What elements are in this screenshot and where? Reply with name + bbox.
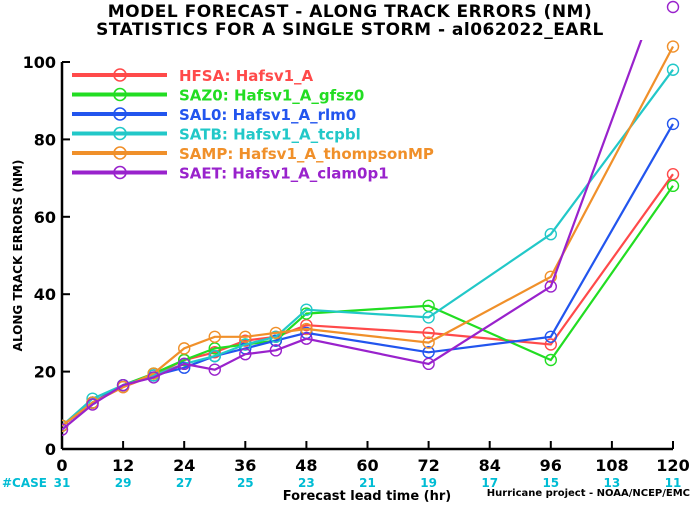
- series-point: [300, 303, 313, 316]
- case-count-label: 31: [54, 476, 71, 490]
- y-tick-label: 0: [45, 440, 56, 459]
- chart-title: MODEL FORECAST - ALONG TRACK ERRORS (NM): [107, 2, 593, 22]
- series-point: [269, 330, 283, 343]
- chart-subtitle: STATISTICS FOR A SINGLE STORM - al062022…: [96, 20, 604, 40]
- y-tick-label: 20: [34, 363, 56, 382]
- series-point: [300, 322, 313, 336]
- case-label: #CASE: [2, 476, 47, 490]
- legend-marker: [113, 68, 127, 82]
- series-point: [666, 117, 680, 131]
- legend-label: SAET: Hafsv1_A_clam0p1: [179, 165, 389, 183]
- x-tick-label: 24: [173, 456, 195, 475]
- x-tick-label: 12: [112, 456, 134, 475]
- case-count-label: 21: [359, 476, 376, 490]
- series-point: [208, 349, 221, 363]
- x-tick-label: 84: [479, 456, 501, 475]
- y-tick-label: 40: [34, 285, 56, 304]
- x-tick-label: 96: [540, 456, 562, 475]
- x-tick-label: 108: [595, 456, 628, 475]
- series-point: [269, 326, 283, 340]
- series-line: [62, 173, 674, 427]
- x-tick-label: 120: [656, 456, 689, 475]
- case-count-label: 15: [542, 476, 559, 490]
- legend-label: SAMP: Hafsv1_A_thompsonMP: [179, 145, 434, 163]
- series-point: [666, 40, 680, 53]
- series-point: [86, 398, 99, 411]
- series-point: [239, 338, 252, 351]
- series-point: [208, 363, 221, 376]
- credit-text: Hurricane project - NOAA/NCEP/EMC: [486, 488, 690, 499]
- legend-label: SATB: Hafsv1_A_tcpbl: [179, 126, 361, 144]
- series-point: [666, 179, 680, 193]
- series-group-1: [62, 179, 680, 432]
- case-count-label: 17: [481, 476, 498, 490]
- series-point: [116, 378, 130, 392]
- x-axis-label: Forecast lead time (hr): [283, 489, 451, 504]
- y-tick-label: 80: [34, 130, 56, 149]
- case-count-label: 19: [420, 476, 437, 490]
- series-point: [239, 334, 252, 347]
- case-count-label: 25: [237, 476, 254, 490]
- series-point: [544, 270, 557, 283]
- series-point: [544, 353, 557, 367]
- series-point: [422, 326, 435, 340]
- x-tick-label: 0: [56, 456, 67, 475]
- series-point: [422, 336, 435, 349]
- series-point: [177, 361, 191, 374]
- case-count-label: 29: [115, 476, 132, 490]
- case-count-label: 13: [604, 476, 621, 490]
- series-point: [422, 357, 435, 371]
- series-line: [62, 45, 674, 427]
- legend-marker: [113, 126, 127, 141]
- series-point: [544, 338, 557, 351]
- case-count-label: 11: [665, 476, 682, 490]
- legend-label: SAZ0: Hafsv1_A_gfsz0: [179, 87, 364, 105]
- x-tick-label: 60: [356, 456, 378, 475]
- series-point: [422, 311, 435, 324]
- y-tick-label: 100: [23, 53, 56, 72]
- series-point: [300, 332, 313, 345]
- x-tick-label: 72: [417, 456, 439, 475]
- series-point: [544, 280, 557, 293]
- series-point: [269, 344, 283, 357]
- series-point: [177, 357, 191, 371]
- series-line: [62, 40, 643, 431]
- series-line: [62, 185, 674, 427]
- series-group-5: [62, 40, 643, 436]
- series-point: [147, 371, 160, 384]
- case-count-label: 27: [176, 476, 193, 490]
- legend-marker: [113, 87, 127, 102]
- y-axis-label: ALONG TRACK ERRORS (NM): [11, 160, 25, 352]
- legend-label: HFSA: Hafsv1_A: [179, 67, 314, 85]
- series-point: [208, 346, 221, 359]
- series-point: [239, 347, 252, 361]
- series-point: [666, 63, 680, 76]
- x-tick-label: 36: [234, 456, 256, 475]
- series-point: [544, 228, 557, 241]
- x-tick-label: 48: [295, 456, 317, 475]
- series-point: [208, 330, 221, 343]
- series-point: [62, 423, 69, 436]
- series-point: [177, 342, 191, 355]
- legend-label: SAL0: Hafsv1_A_rlm0: [179, 106, 356, 124]
- y-tick-label: 60: [34, 208, 56, 227]
- series-group-0: [62, 168, 680, 432]
- legend-marker: [113, 107, 127, 121]
- series-point: [239, 330, 252, 343]
- series-point: [666, 0, 680, 14]
- legend-marker: [113, 146, 127, 160]
- series-point: [269, 334, 283, 347]
- series-point: [544, 330, 557, 343]
- series-point: [147, 367, 160, 380]
- legend-marker: [113, 165, 127, 180]
- case-count-label: 23: [298, 476, 315, 490]
